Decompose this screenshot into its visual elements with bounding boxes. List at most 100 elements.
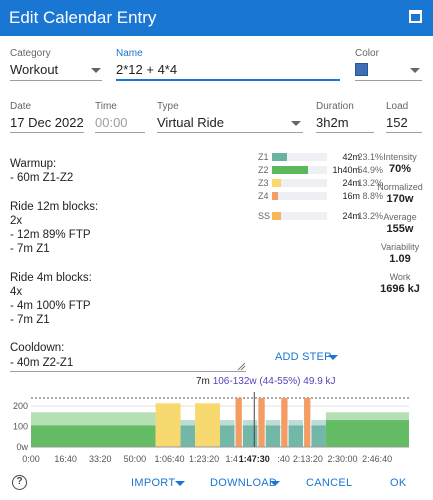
stat-value: 70% [388,163,412,175]
description-line: 4x [10,285,23,298]
chart-step [155,403,181,447]
color-swatch [355,63,368,76]
download-button[interactable]: DOWNLOAD [210,477,278,489]
date-value: 17 Dec 2022 [10,115,84,130]
x-tick-label: :40 [277,454,290,464]
zone-name: Z3 [258,178,269,188]
zone-bar-fill [272,192,278,200]
chart-step [235,398,242,447]
x-tick-label: 1:23:20 [189,454,219,464]
workout-chart[interactable]: 200 100 0w 0:00 16:40 33:20 50:00 1:06:40 1:23:2… [0,386,433,466]
chart-step [242,425,258,447]
chevron-down-icon[interactable] [328,355,338,360]
add-step-button[interactable]: ADD STEP [275,351,332,363]
chart-step [31,425,156,447]
y-tick-label: 0w [16,442,28,452]
chart-step [288,425,304,447]
y-tick-label: 100 [13,422,28,432]
y-tick-label: 200 [13,401,28,411]
x-tick-label: 16:40 [54,454,77,464]
zone-time: 1h40m [332,165,360,175]
time-underline [95,132,145,133]
duration-value: 3h2m [316,115,349,130]
description-line: - 40m Z2-Z1 [10,356,74,369]
time-label: Time [95,101,117,112]
type-label: Type [157,101,179,112]
chart-step [258,398,265,447]
description-line: Ride 4m blocks: [10,271,92,284]
zone-percent: 13.2% [357,211,383,221]
zone-bar-fill [272,166,308,174]
stat-normalized: Normalized 170w [370,182,430,205]
stat-label: Variability [380,242,420,252]
zone-time: 42m [342,152,360,162]
description-line: - 4m 100% FTP [10,299,91,312]
chevron-down-icon[interactable] [270,481,280,486]
time-placeholder: 00:00 [95,115,128,130]
load-value: 152 [386,115,408,130]
description-line [10,185,248,199]
stat-value: 1696 kJ [380,283,420,295]
chevron-down-icon [291,121,301,126]
stat-label: Work [389,272,411,282]
x-tick-label: 2:30:00 [328,454,358,464]
zone-time: 24m [342,211,360,221]
date-underline [10,132,84,133]
zone-bar-track [272,212,327,220]
description-line: - 12m 89% FTP [10,228,91,241]
stat-variability: Variability 1.09 [370,242,430,265]
stat-label: Average [383,212,417,222]
description-line: - 60m Z1-Z2 [10,172,74,185]
zone-bar-track [272,179,327,187]
x-tick-label: 2:13:20 [293,454,323,464]
category-label: Category [10,48,51,59]
chart-step-range [325,412,409,421]
cursor-label-box [237,452,272,464]
import-button[interactable]: IMPORT [131,477,176,489]
color-underline [355,80,422,81]
description-line: - 7m Z1 [10,314,50,327]
zone-bar-track [272,153,327,161]
zone-bar-fill [272,212,281,220]
window-title: Edit Calendar Entry [9,8,157,27]
x-tick-label: 1:4 [226,454,239,464]
zone-percent: 13.2% [357,178,383,188]
chart-step-range [311,420,326,426]
zone-name: Z2 [258,165,269,175]
help-icon[interactable]: ? [12,475,27,490]
description-line [10,327,248,341]
date-label: Date [10,101,32,112]
description-underline [10,371,246,372]
description-line: Warmup: [10,158,57,170]
chart-step [265,425,281,447]
duration-underline [316,132,374,133]
chart-step [325,420,409,447]
chart-step-range [31,412,156,426]
chart-step [281,398,288,447]
color-label: Color [355,48,379,59]
chart-step [195,403,220,447]
resize-handle-icon[interactable] [236,361,246,371]
x-tick-label: 1:06:40 [154,454,184,464]
description-textarea[interactable]: Warmup: - 60m Z1-Z2 Ride 12m blocks: 2x - 12… [10,157,248,370]
stat-average: Average 155w [370,212,430,235]
name-value: 2*12 + 4*4 [116,62,178,77]
zone-time: 24m [342,178,360,188]
zone-name: Z4 [258,191,269,201]
chart-step-range [288,420,304,426]
chevron-down-icon [410,68,420,73]
zone-percent: 54.9% [357,165,383,175]
chart-step-range [242,420,258,426]
stat-work: Work 1696 kJ [370,272,430,295]
category-value: Workout [10,62,59,77]
chevron-down-icon[interactable] [175,481,185,486]
maximize-icon[interactable] [409,10,422,23]
cancel-button[interactable]: CANCEL [306,477,353,489]
zone-bar-fill [272,153,287,161]
type-underline [157,132,303,133]
ok-button[interactable]: OK [390,477,407,489]
load-label: Load [386,101,409,112]
duration-label: Duration [316,101,354,112]
stat-value: 1.09 [389,253,411,265]
category-underline [10,80,102,81]
